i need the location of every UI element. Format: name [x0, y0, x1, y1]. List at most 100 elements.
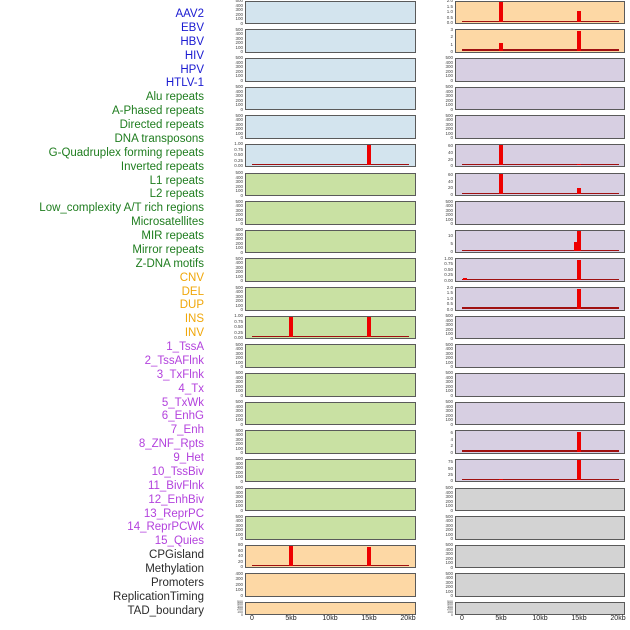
- y-tick-label: 400: [235, 260, 243, 266]
- x-tick-label: 0: [250, 615, 254, 622]
- y-tick-label: 100: [235, 73, 243, 79]
- y-tick-label: 300: [447, 604, 453, 609]
- plot-area: [462, 603, 619, 614]
- y-tick-label: 500: [235, 485, 243, 490]
- track-panel-Z-DNA motifs: [245, 516, 416, 540]
- plot-area: [252, 403, 409, 425]
- y-tick-label: 400: [235, 432, 243, 438]
- y-axis-ticks: 500 400 300 200 100 0: [430, 400, 453, 427]
- y-tick-label: 300: [235, 236, 243, 242]
- y-tick-label: 400: [235, 518, 243, 524]
- plot-area: [252, 374, 409, 396]
- y-axis-ticks: 60 40 20 0: [430, 144, 453, 169]
- x-tick-label: 5kb: [495, 615, 507, 622]
- plot-area: [252, 288, 409, 310]
- y-tick-label: 500: [235, 227, 243, 233]
- feature-label: 6_EnhG: [161, 410, 204, 423]
- track-panel-INV: [455, 29, 625, 53]
- y-tick-label: 0.25: [444, 272, 453, 278]
- y-tick-label: 2: [450, 443, 453, 449]
- y-tick-label: 400: [235, 403, 243, 409]
- y-tick-label: 100: [445, 331, 453, 337]
- y-tick-label: 0: [240, 421, 243, 427]
- feature-label: 10_TssBiv: [151, 465, 204, 478]
- y-tick-label: 200: [445, 555, 453, 561]
- feature-label: 7_Enh: [170, 424, 204, 437]
- y-tick-label: 0: [240, 20, 243, 26]
- peak-marker: [367, 317, 372, 338]
- peak-marker: [498, 2, 503, 23]
- y-tick-label: 500: [235, 341, 243, 347]
- y-tick-label: 400: [445, 575, 453, 581]
- feature-label-column: AAV2 EBV HBV HIV HPV HTLV-1 Alu repeats A-Phase…: [0, 8, 204, 619]
- y-tick-label: 0: [240, 49, 243, 55]
- track-panel-DEL: [245, 573, 416, 597]
- y-tick-label: 100: [235, 245, 243, 251]
- y-tick-label: 300: [235, 494, 243, 499]
- y-axis-ticks: 500 400 300 200 100 0: [220, 400, 243, 427]
- feature-label: CPGisland: [149, 549, 204, 562]
- plot-area: [462, 116, 619, 138]
- y-tick-label: 0.50: [444, 266, 453, 272]
- plot-area: [252, 259, 409, 281]
- feature-label: 1_TssA: [166, 341, 204, 353]
- feature-label: HPV: [180, 63, 204, 76]
- y-tick-label: 200: [235, 498, 243, 504]
- feature-label: 5_TxWk: [161, 396, 204, 409]
- y-tick-label: 200: [445, 584, 453, 590]
- feature-label: EBV: [180, 21, 204, 34]
- y-tick-label: 10: [447, 233, 453, 239]
- y-axis-ticks: 500 400 300 200 100 0: [220, 199, 243, 227]
- y-axis-ticks: 500 400 300 200 100 0: [220, 341, 243, 370]
- y-tick-label: 100: [445, 73, 453, 79]
- y-tick-label: 25: [447, 472, 453, 478]
- plot-area: [462, 574, 619, 596]
- plot-area: [252, 116, 409, 138]
- feature-label: MIR repeats: [141, 230, 204, 242]
- feature-label: Alu repeats: [145, 91, 204, 104]
- y-tick-label: 200: [445, 126, 453, 132]
- y-tick-label: 400: [235, 346, 243, 352]
- y-tick-label: 300: [445, 551, 453, 557]
- feature-label: 14_ReprPCWk: [127, 521, 204, 534]
- y-tick-label: 0: [450, 564, 453, 570]
- track-panel-HTLV-1: [245, 143, 416, 168]
- signal-baseline: [461, 163, 619, 166]
- y-tick-label: 400: [235, 117, 243, 123]
- plot-area: [252, 603, 409, 614]
- y-tick-label: 200: [445, 355, 453, 361]
- y-tick-label: 300: [237, 604, 243, 609]
- feature-label: Methylation: [145, 563, 204, 575]
- feature-label: HBV: [180, 35, 204, 48]
- y-tick-label: 200: [235, 212, 243, 218]
- y-tick-label: 300: [445, 494, 453, 499]
- y-axis-ticks: 1.00 0.75 0.50 0.25 0.00: [220, 314, 243, 341]
- track-panel-9_Het: [455, 287, 625, 311]
- y-tick-label: 500: [237, 599, 243, 604]
- y-tick-label: 400: [445, 88, 453, 94]
- track-panel-ReplicationTiming: [455, 573, 625, 597]
- y-tick-label: 1.5: [446, 290, 453, 296]
- y-tick-label: 60: [237, 547, 243, 553]
- y-tick-label: 300: [235, 207, 243, 213]
- y-axis-ticks: 500 400 300 200 100 0: [220, 170, 243, 198]
- y-axis-ticks: 500 400 300 200 100 0: [430, 113, 453, 141]
- peak-marker: [463, 278, 468, 281]
- y-tick-label: 500: [235, 456, 243, 462]
- signal-baseline: [461, 192, 619, 195]
- peak-marker: [288, 317, 293, 338]
- y-tick-label: 200: [235, 183, 243, 189]
- y-tick-label: 2: [450, 34, 453, 40]
- y-axis-ticks: 500 400 300 200 100 0: [430, 56, 453, 83]
- plot-area: [461, 431, 619, 453]
- y-tick-label: 200: [235, 240, 243, 246]
- y-tick-label: 200: [235, 40, 243, 46]
- y-tick-label: 1.5: [446, 3, 453, 9]
- feature-label: A-Phased repeats: [111, 105, 204, 118]
- y-tick-label: 300: [445, 350, 453, 356]
- feature-label: L1 repeats: [149, 174, 204, 187]
- peak-marker: [498, 478, 503, 481]
- feature-label: INS: [184, 313, 204, 326]
- y-tick-label: 200: [445, 412, 453, 418]
